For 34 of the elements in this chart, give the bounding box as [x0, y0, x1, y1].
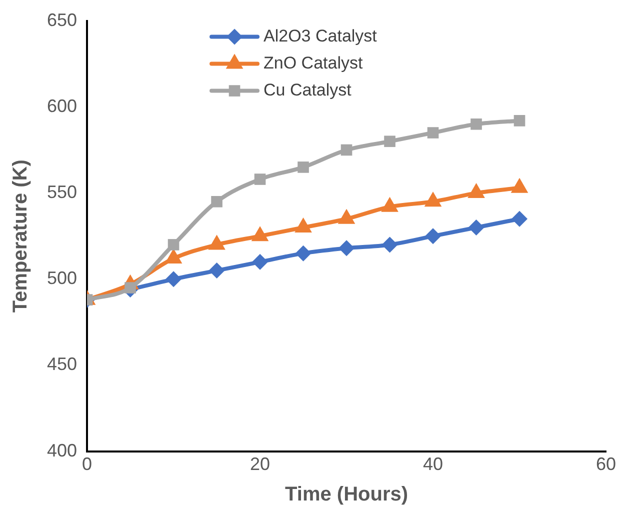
y-axis-title: Temperature (K) [10, 160, 32, 313]
y-tick-label: 550 [46, 182, 78, 202]
point [384, 136, 396, 148]
point [208, 262, 225, 279]
y-tick-label: 600 [46, 96, 78, 116]
point [124, 282, 136, 294]
point [470, 118, 482, 130]
point [211, 196, 222, 208]
x-tick-label: 20 [250, 454, 270, 474]
x-tick-label: 40 [422, 454, 444, 474]
point [168, 239, 180, 250]
point [512, 210, 528, 227]
point [254, 174, 266, 185]
legend-label: Cu Catalyst [264, 80, 352, 100]
point [514, 115, 526, 126]
y-tick-label: 650 [46, 10, 78, 30]
point [338, 240, 355, 256]
x-axis-title: Time (Hours) [285, 484, 408, 506]
point [166, 271, 182, 288]
legend-label: ZnO Catalyst [264, 53, 363, 72]
point [298, 162, 309, 173]
point [340, 144, 352, 156]
legend-label: Al2O3 Catalyst [264, 26, 378, 46]
point [252, 254, 268, 270]
point [382, 236, 398, 253]
x-tick-label: 60 [596, 454, 616, 474]
point [468, 219, 484, 236]
y-tick-label: 450 [46, 354, 78, 374]
point [425, 228, 442, 244]
y-tick-label: 500 [46, 268, 78, 288]
y-tick-label: 400 [46, 440, 78, 460]
point [295, 245, 312, 262]
x-tick-label: 0 [82, 454, 92, 474]
point [427, 127, 439, 138]
